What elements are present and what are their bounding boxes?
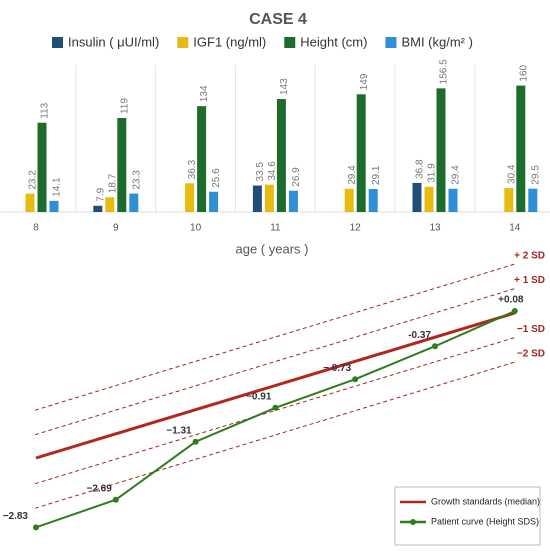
point: [511, 308, 518, 315]
legend-box: [394, 486, 541, 546]
point: [33, 524, 39, 531]
value-label: 26.9: [291, 167, 302, 187]
point-label: -0.37: [408, 330, 431, 341]
bar: [117, 117, 127, 212]
value-label: 143: [279, 78, 290, 95]
value-label: 113: [40, 102, 51, 118]
bar: [504, 187, 514, 212]
bar: [436, 88, 446, 212]
bar: [528, 188, 538, 212]
legend-label: BMI (kg/m² ): [401, 34, 473, 49]
legend-label: Growth standards (median): [431, 496, 540, 506]
value-label: 18.7: [107, 173, 118, 193]
x-tick-label: 9: [113, 223, 119, 234]
point: [352, 376, 359, 383]
x-axis-label: age ( years ): [236, 241, 309, 256]
value-label: 25.6: [211, 168, 222, 188]
value-label: 23.3: [131, 170, 142, 190]
bar: [344, 188, 354, 212]
x-tick-label: 11: [270, 223, 281, 234]
x-tick-label: 13: [429, 223, 441, 234]
bar: [424, 186, 434, 212]
bar: [264, 184, 274, 212]
legend-swatch: [284, 37, 296, 48]
value-label: 33.5: [255, 162, 266, 182]
bar: [49, 200, 59, 212]
bar: [209, 191, 219, 212]
point-label: −2.69: [86, 483, 112, 494]
legend-swatch: [177, 37, 189, 48]
value-label: 7.9: [95, 187, 106, 201]
x-tick-label: 10: [190, 223, 202, 234]
value-label: 119: [119, 98, 130, 114]
value-label: 160: [518, 64, 529, 81]
sd-line: [34, 263, 516, 411]
bar: [368, 189, 378, 212]
point-label: − 0.73: [323, 363, 352, 374]
sd-label: −2 SD: [517, 349, 545, 360]
bar: [412, 182, 422, 212]
legend-swatch: [52, 37, 63, 48]
bar: [25, 193, 35, 212]
legend-label: IGF1 (ng/ml): [193, 34, 266, 49]
legend-marker: [410, 519, 416, 525]
sd-line: [34, 288, 516, 436]
bar: [356, 94, 366, 212]
bar: [252, 185, 262, 212]
point: [192, 438, 199, 445]
value-label: 156.5: [439, 59, 450, 84]
point-label: +0.08: [498, 295, 524, 306]
value-label: 134: [199, 85, 210, 102]
chart-title: CASE 4: [249, 11, 307, 28]
point: [112, 496, 119, 503]
x-tick-label: 12: [350, 223, 362, 234]
value-label: 36.3: [187, 159, 198, 179]
value-label: 14.1: [52, 177, 63, 197]
value-label: 34.6: [267, 161, 278, 181]
value-label: 29.1: [371, 165, 382, 185]
legend-label: Height (cm): [300, 34, 367, 49]
value-label: 36.8: [415, 159, 426, 179]
series-line: [35, 311, 516, 460]
sd-label: + 1 SD: [514, 275, 545, 286]
sd-label: −1 SD: [517, 324, 545, 335]
point-label: −0.91: [246, 391, 272, 402]
legend-label: Patient curve (Height SDS): [431, 516, 539, 526]
bar: [288, 190, 298, 212]
bar: [93, 205, 103, 212]
bar: [448, 188, 458, 212]
value-label: 30.4: [506, 164, 517, 184]
bar: [276, 99, 286, 212]
x-tick-label: 8: [33, 223, 39, 234]
value-label: 149: [359, 73, 370, 90]
value-label: 29.4: [451, 165, 462, 185]
bar: [185, 183, 195, 212]
bar: [105, 197, 115, 212]
point: [432, 343, 438, 350]
bar: [37, 122, 47, 212]
sd-label: + 2 SD: [514, 251, 545, 262]
point: [272, 404, 279, 411]
point-label: −1.31: [166, 425, 192, 436]
legend-label: Insulin ( μUI/ml): [68, 34, 159, 49]
bar: [197, 106, 207, 212]
value-label: 31.9: [427, 163, 438, 183]
value-label: 29.4: [347, 165, 358, 185]
value-label: 23.2: [28, 170, 39, 190]
value-label: 29.5: [530, 165, 541, 185]
x-tick-label: 14: [509, 223, 521, 234]
bar: [516, 85, 526, 212]
point-label: −2.83: [3, 511, 29, 522]
legend-swatch: [385, 37, 397, 48]
bar: [129, 193, 139, 212]
